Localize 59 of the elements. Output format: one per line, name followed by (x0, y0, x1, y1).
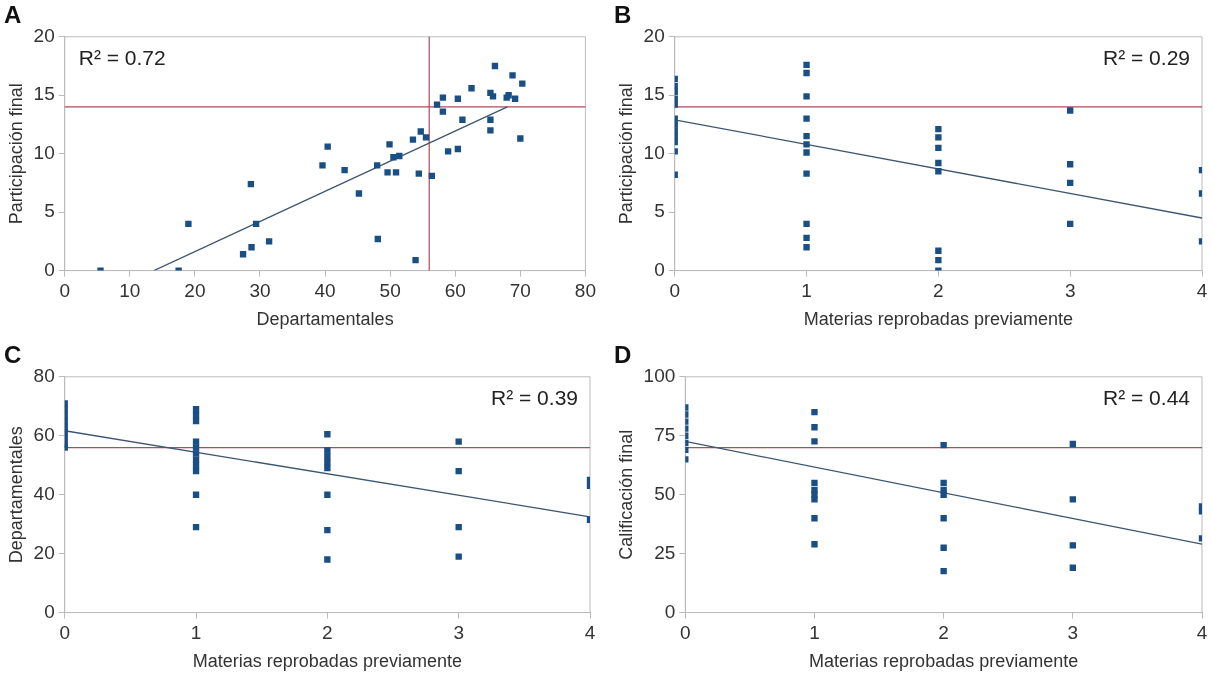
y-tick-label: 15 (33, 83, 55, 105)
y-tick-label: 20 (33, 541, 55, 563)
x-tick-label: 40 (314, 280, 336, 302)
y-tick-label: 20 (33, 25, 55, 47)
x-tick-label: 0 (59, 622, 71, 644)
y-tick-label: 0 (654, 258, 665, 280)
y-tick-label: 10 (643, 141, 665, 163)
x-tick-label: 80 (574, 280, 596, 302)
y-tick-label: 0 (44, 600, 55, 622)
y-tick-label: 60 (33, 423, 55, 445)
y-tick-label: 25 (654, 541, 676, 563)
x-tick-label: 2 (322, 622, 333, 644)
x-tick-label: 2 (933, 280, 944, 302)
x-tick-label: 1 (809, 622, 820, 644)
x-tick-label: 0 (59, 280, 71, 302)
x-tick-label: 4 (1196, 622, 1208, 644)
x-tick-label: 1 (801, 280, 812, 302)
x-tick-label: 50 (379, 280, 401, 302)
y-tick-label: 40 (33, 482, 55, 504)
y-tick-label: 80 (33, 365, 55, 387)
x-tick-label: 4 (1196, 280, 1208, 302)
x-axis-title: Materias reprobadas previamente (192, 651, 462, 672)
chart-title: D (614, 341, 632, 369)
y-axis-title: Participación final (615, 83, 636, 225)
y-tick-label: 15 (643, 83, 665, 105)
y-tick-label: 20 (643, 25, 665, 47)
y-axis-title: Calificación final (615, 429, 636, 560)
x-tick-label: 1 (190, 622, 202, 644)
x-tick-label: 0 (680, 622, 691, 644)
annotation: R² = 0.39 (491, 386, 578, 410)
x-tick-label: 3 (1067, 622, 1079, 644)
y-tick-label: 0 (664, 600, 676, 622)
y-tick-label: 50 (654, 482, 676, 504)
x-tick-label: 3 (453, 622, 464, 644)
chart-title: B (614, 1, 632, 29)
annotation: R² = 0.44 (1103, 386, 1191, 410)
y-tick-label: 100 (643, 365, 676, 387)
y-tick-label: 10 (33, 141, 55, 163)
chart-title: A (4, 1, 22, 29)
annotation: R² = 0.72 (78, 46, 166, 70)
y-tick-label: 5 (44, 200, 55, 222)
x-tick-label: 10 (119, 280, 141, 302)
y-axis-title: Participación final (5, 83, 26, 225)
y-tick-label: 75 (654, 423, 676, 445)
y-axis-title: Departamentales (5, 426, 26, 564)
y-tick-label: 5 (654, 200, 665, 222)
x-tick-label: 2 (938, 622, 949, 644)
chart-title: C (4, 341, 22, 369)
x-axis-title: Departamentales (256, 309, 394, 330)
x-tick-label: 60 (444, 280, 466, 302)
x-axis-title: Materias reprobadas previamente (809, 651, 1079, 672)
annotation: R² = 0.29 (1103, 46, 1190, 70)
x-tick-label: 4 (584, 622, 596, 644)
x-tick-label: 20 (184, 280, 206, 302)
x-axis-title: Materias reprobadas previamente (803, 309, 1073, 330)
y-tick-label: 0 (44, 258, 55, 280)
x-tick-label: 70 (509, 280, 531, 302)
x-tick-label: 30 (249, 280, 271, 302)
x-tick-label: 3 (1064, 280, 1076, 302)
